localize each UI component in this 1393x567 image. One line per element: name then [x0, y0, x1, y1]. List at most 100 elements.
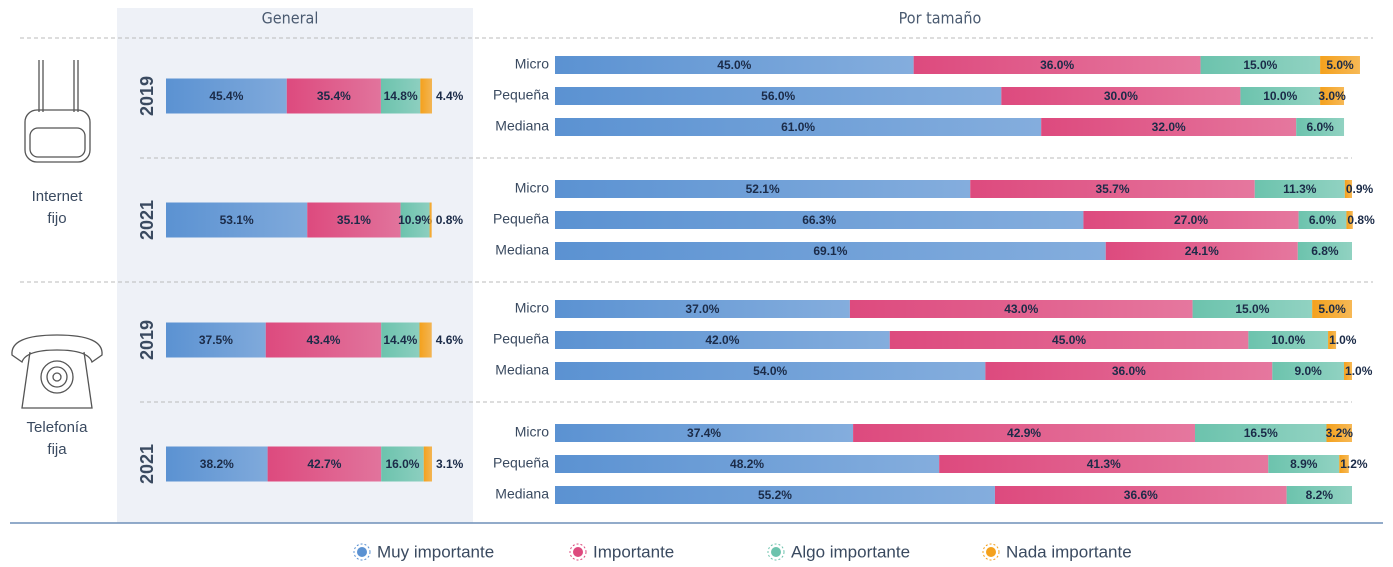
legend-swatch [986, 547, 996, 557]
legend-label: Importante [593, 542, 674, 561]
legend-label: Nada importante [1006, 542, 1132, 561]
year-label: 2021 [137, 444, 157, 484]
year-label: 2021 [137, 200, 157, 240]
bar-segment [423, 446, 432, 482]
data-label: 6.8% [1311, 244, 1339, 258]
data-label: 27.0% [1174, 213, 1208, 227]
size-label: Pequeña [493, 455, 549, 471]
bar-segment [1297, 242, 1352, 260]
bar-segment [400, 202, 430, 238]
size-label: Micro [515, 180, 549, 196]
data-label: 16.0% [385, 457, 419, 471]
data-label: 0.9% [1346, 182, 1374, 196]
bar-segment [429, 202, 432, 238]
year-label: 2019 [137, 320, 157, 360]
data-label: 66.3% [802, 213, 836, 227]
data-label: 9.0% [1294, 364, 1322, 378]
bar-segment [1254, 180, 1345, 198]
bar-segment [913, 56, 1201, 74]
data-label: 5.0% [1318, 302, 1346, 316]
section-label: Telefonía [27, 419, 89, 436]
bar-segment [1083, 211, 1299, 229]
bar-segment [1248, 331, 1329, 349]
data-label: 41.3% [1087, 457, 1121, 471]
bar-segment [555, 56, 914, 74]
bar-segment [939, 455, 1269, 473]
bar-segment [1268, 455, 1340, 473]
bar-segment [889, 331, 1249, 349]
bar-segment [555, 211, 1084, 229]
data-label: 8.9% [1290, 457, 1318, 471]
section-label: Internet [32, 188, 84, 205]
size-label: Micro [515, 424, 549, 440]
data-label: 14.8% [384, 89, 418, 103]
data-label: 45.0% [717, 58, 751, 72]
data-label: 45.0% [1052, 333, 1086, 347]
router-icon [24, 60, 91, 163]
bar-segment [555, 300, 850, 318]
bar-segment [1272, 362, 1345, 380]
bar-segment [1298, 211, 1347, 229]
bar-segment [985, 362, 1273, 380]
bar-segment [555, 87, 1002, 105]
data-label: 54.0% [753, 364, 787, 378]
data-label: 5.0% [1326, 58, 1354, 72]
legend-swatch [357, 547, 367, 557]
bar-segment [286, 78, 381, 114]
data-label: 0.8% [436, 213, 464, 227]
data-label: 45.4% [209, 89, 243, 103]
bar-segment [166, 322, 266, 358]
bar-segment [555, 486, 995, 504]
bar-segment [1344, 362, 1352, 380]
legend-ring [767, 543, 785, 561]
bar-segment [307, 202, 401, 238]
data-label: 53.1% [220, 213, 254, 227]
data-label: 61.0% [781, 120, 815, 134]
data-label: 10.0% [1263, 89, 1297, 103]
bar-segment [381, 446, 424, 482]
data-label: 1.2% [1340, 457, 1368, 471]
bar-segment [166, 78, 287, 114]
data-label: 4.4% [436, 89, 464, 103]
data-label: 35.4% [317, 89, 351, 103]
legend-label: Algo importante [791, 542, 910, 561]
data-label: 55.2% [758, 488, 792, 502]
bar-segment [555, 118, 1042, 136]
bar-segment [994, 486, 1287, 504]
bar-segment [555, 331, 890, 349]
data-label: 6.0% [1306, 120, 1334, 134]
bar-segment [555, 424, 854, 442]
data-label: 37.0% [685, 302, 719, 316]
section-label: fija [47, 441, 67, 458]
bar-segment [1346, 211, 1353, 229]
bar-segment [1339, 455, 1349, 473]
size-label: Mediana [495, 486, 549, 502]
data-label: 69.1% [813, 244, 847, 258]
bar-segment [380, 78, 421, 114]
bar-segment [381, 322, 420, 358]
data-label: 1.0% [1345, 364, 1373, 378]
size-label: Mediana [495, 118, 549, 134]
bar-segment [1286, 486, 1352, 504]
bar-segment [166, 202, 308, 238]
bar-segment [1041, 118, 1297, 136]
bar-segment [555, 180, 971, 198]
bar-segment [1192, 300, 1313, 318]
bar-segment [1001, 87, 1241, 105]
bar-segment [420, 78, 432, 114]
data-label: 35.7% [1095, 182, 1129, 196]
data-label: 56.0% [761, 89, 795, 103]
size-label: Pequeña [493, 331, 549, 347]
bar-segment [1328, 331, 1337, 349]
bar-segment [419, 322, 432, 358]
data-label: 1.0% [1329, 333, 1357, 347]
data-label: 38.2% [200, 457, 234, 471]
data-label: 30.0% [1104, 89, 1138, 103]
bar-segment [1320, 87, 1345, 105]
bar-segment [1320, 56, 1360, 74]
data-label: 43.0% [1004, 302, 1038, 316]
bars: Internet fijo 2019 45.4% 35.4% 14.8% 4.4% Micro… [27, 56, 1376, 562]
data-label: 3.2% [1326, 426, 1354, 440]
size-label: Mediana [495, 362, 549, 378]
data-label: 24.1% [1185, 244, 1219, 258]
